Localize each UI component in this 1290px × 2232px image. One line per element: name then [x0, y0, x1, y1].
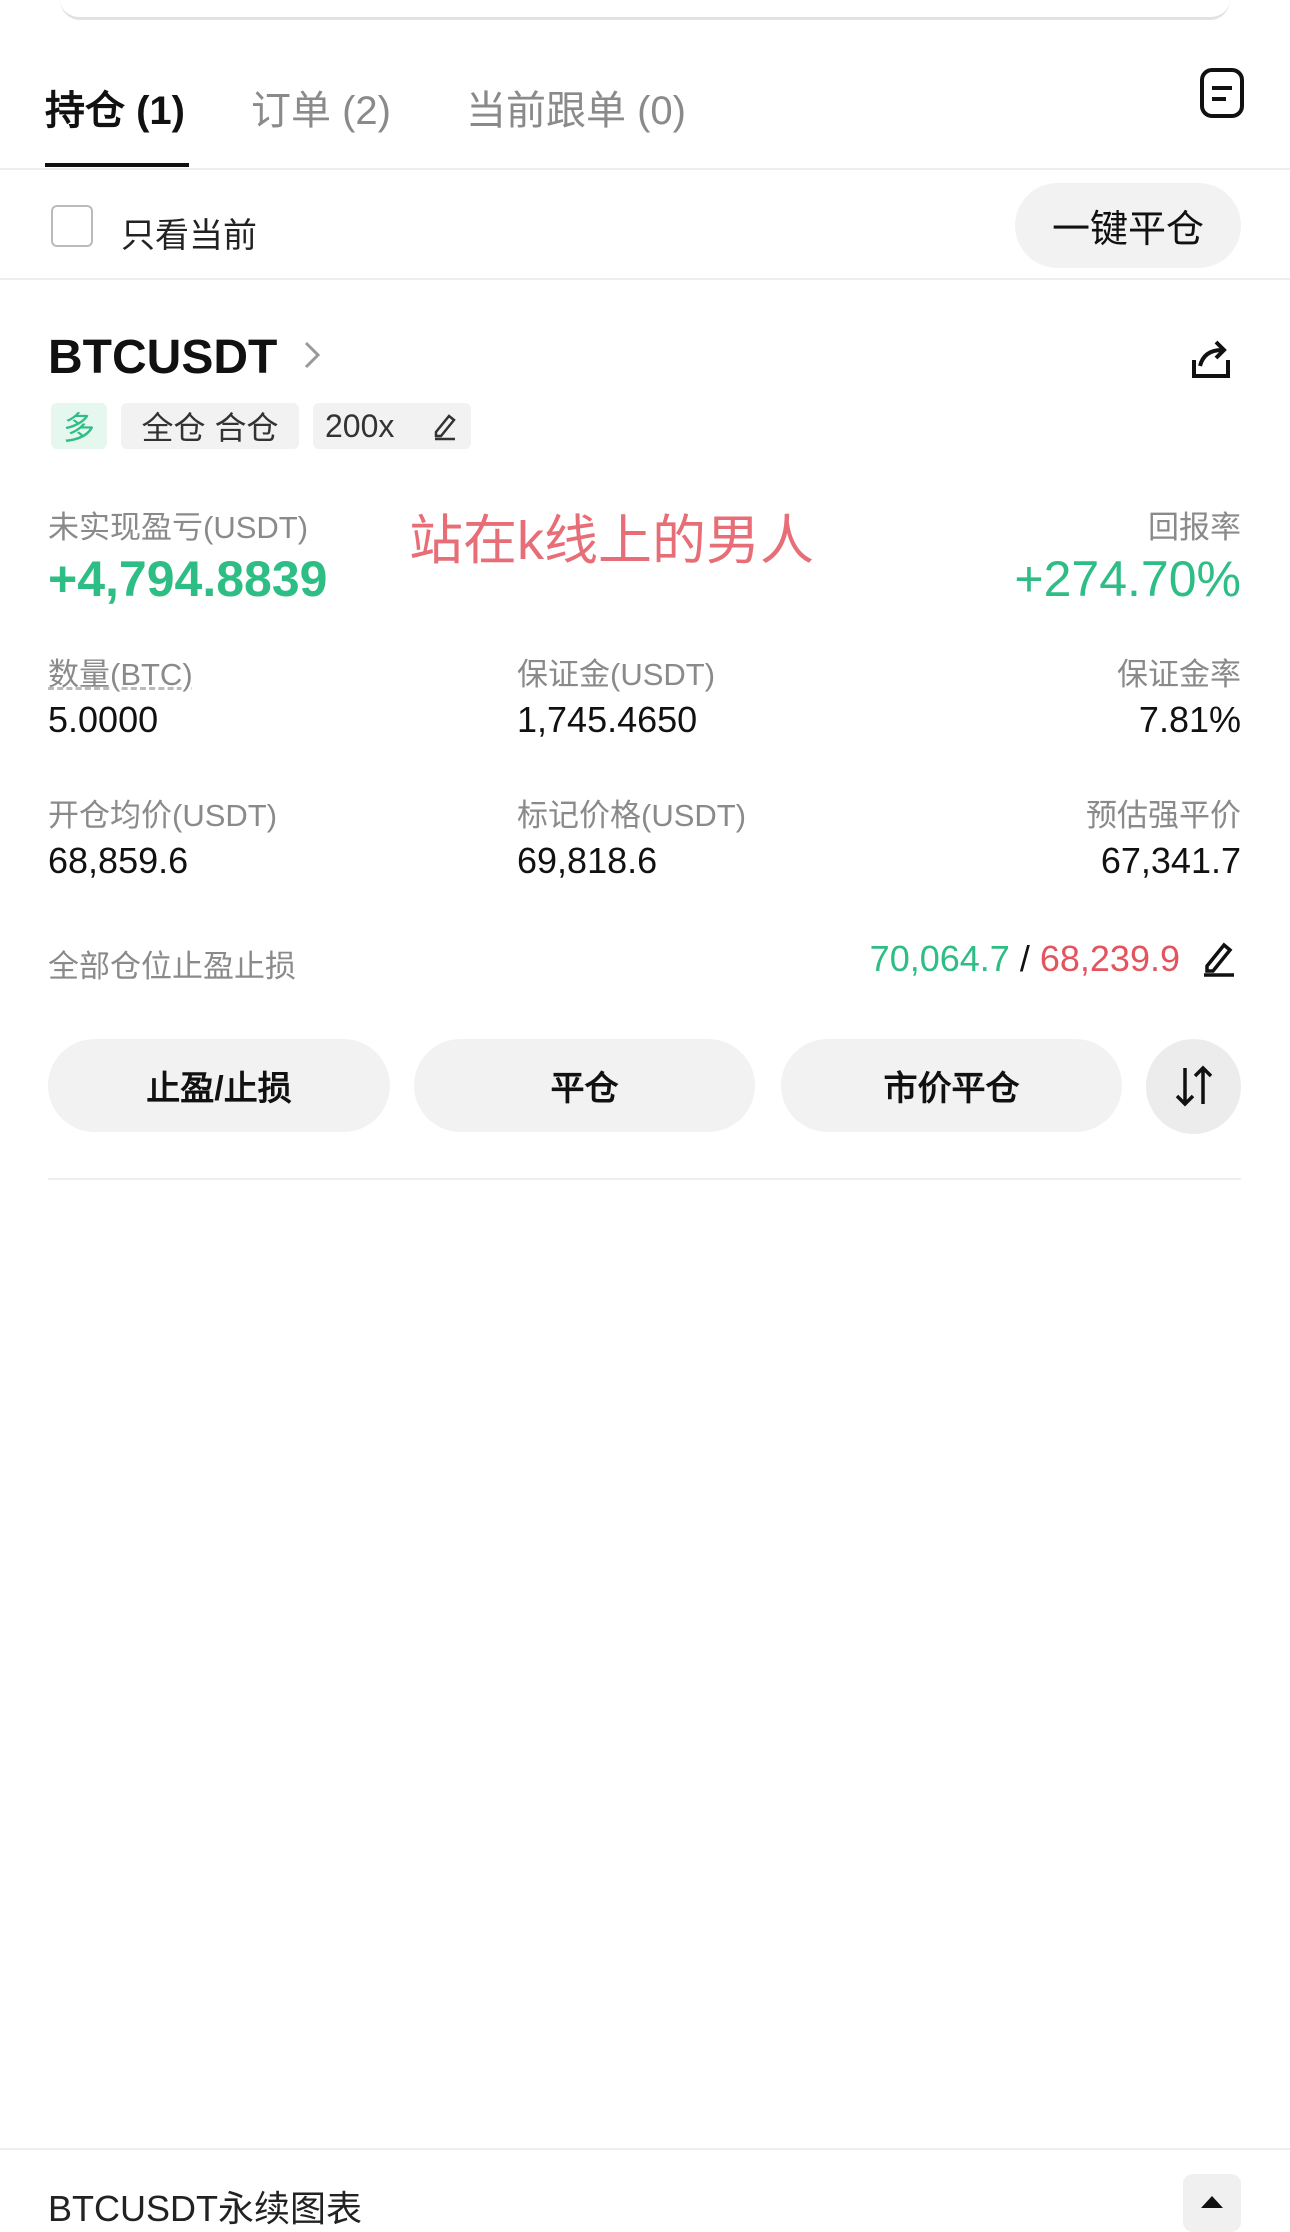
field-label: 保证金率 — [1117, 657, 1241, 692]
tpsl-label: 全部仓位止盈止损 — [48, 949, 296, 984]
tab-underline — [45, 163, 189, 167]
chart-section-title[interactable]: BTCUSDT永续图表 — [48, 2188, 362, 2229]
reverse-icon — [1175, 1065, 1213, 1107]
field-label: 数量(BTC) — [48, 657, 193, 692]
roi-label: 回报率 — [1148, 510, 1241, 545]
symbol[interactable]: BTCUSDT — [48, 331, 278, 384]
field-value: 67,341.7 — [1100, 840, 1241, 881]
stop-loss: 68,239.9 — [1039, 938, 1180, 979]
expand-icon — [1201, 2196, 1223, 2208]
tab[interactable]: 订单 (2) — [251, 89, 391, 133]
roi-value: +274.70% — [1014, 551, 1241, 607]
field-value: 1,745.4650 — [517, 699, 698, 740]
side-tag: 多 — [51, 403, 107, 449]
take-profit: 70,064.7 — [869, 938, 1010, 979]
divider — [48, 1178, 1241, 1180]
pnl-label: 未实现盈亏(USDT) — [48, 510, 309, 545]
divider — [0, 168, 1290, 170]
share-icon[interactable] — [1188, 336, 1234, 382]
tpsl-button[interactable]: 止盈/止损 — [48, 1039, 390, 1132]
field-label: 开仓均价(USDT) — [48, 798, 278, 833]
divider — [0, 2148, 1290, 2150]
annotation: 站在k线上的男人 — [409, 511, 814, 571]
field-value: 69,818.6 — [517, 840, 658, 881]
market-close-button[interactable]: 市价平仓 — [781, 1039, 1122, 1132]
tpsl-values: 70,064.7 / 68,239.9 — [870, 938, 1180, 980]
tab[interactable]: 当前跟单 (0) — [466, 89, 686, 133]
leverage-tag[interactable]: 200x — [313, 403, 471, 449]
field-label: 预估强平价 — [1086, 798, 1241, 833]
field-label: 标记价格(USDT) — [517, 798, 747, 833]
edit-icon[interactable] — [1202, 940, 1236, 977]
field-value: 7.81% — [1138, 699, 1241, 740]
separator: / — [1019, 938, 1030, 979]
checkbox[interactable] — [51, 205, 93, 247]
field-value: 5.0000 — [48, 699, 159, 740]
reverse-button[interactable] — [1146, 1039, 1241, 1134]
pnl-value: +4,794.8839 — [48, 551, 328, 607]
edit-icon[interactable] — [432, 412, 458, 441]
chevron — [304, 341, 321, 369]
margin-tag: 全仓 合仓 — [121, 403, 299, 449]
field-label: 保证金(USDT) — [517, 657, 716, 692]
filter-label: 只看当前 — [121, 217, 257, 255]
divider — [0, 278, 1290, 280]
orders-icon[interactable] — [1200, 68, 1244, 118]
tab[interactable]: 持仓 (1) — [45, 89, 185, 133]
close-button[interactable]: 平仓 — [414, 1039, 755, 1132]
close-all-button[interactable]: 一键平仓 — [1015, 183, 1241, 268]
search-bar-edge — [60, 0, 1230, 20]
field-value: 68,859.6 — [48, 840, 189, 881]
